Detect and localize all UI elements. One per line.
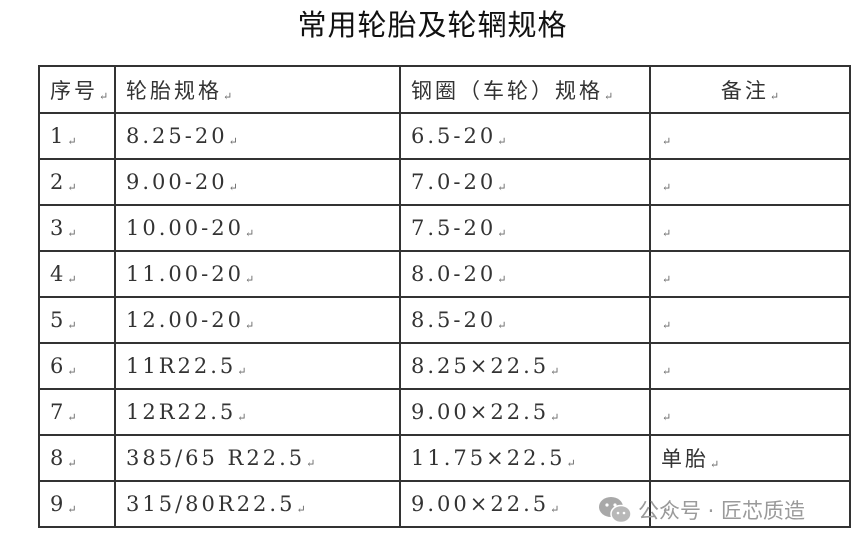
remarks-cell: [649, 204, 851, 252]
table-row: 18.25-206.5-20: [38, 112, 851, 160]
row-index-cell: 8: [38, 434, 116, 482]
tire-spec-cell: 315/80R22.5: [114, 480, 401, 528]
remarks-cell: [649, 158, 851, 206]
header-tire-spec: 轮胎规格: [114, 65, 401, 114]
rim-spec-cell: 8.5-20: [399, 296, 651, 344]
remarks-cell: [649, 250, 851, 298]
tire-spec-cell: 11.00-20: [114, 250, 401, 298]
row-index-cell: 1: [38, 112, 116, 160]
tire-rim-spec-table: 序号 轮胎规格 钢圈（车轮）规格 备注 18.25-206.5-2029.00-…: [38, 65, 851, 528]
table-row: 310.00-207.5-20: [38, 204, 851, 252]
watermark-text: 公众号 · 匠芯质造: [638, 499, 806, 523]
rim-spec-cell: 9.00×22.5: [399, 480, 651, 528]
document-title: 常用轮胎及轮辋规格: [297, 8, 568, 42]
rim-spec-cell: 11.75×22.5: [399, 434, 651, 482]
remarks-cell: [649, 342, 851, 390]
remarks-cell: [649, 112, 851, 160]
tire-spec-cell: 8.25-20: [114, 112, 401, 160]
remarks-cell: [649, 296, 851, 344]
wechat-icon: [598, 496, 632, 524]
row-index-cell: 7: [38, 388, 116, 436]
header-rim-spec: 钢圈（车轮）规格: [399, 65, 651, 114]
row-index-cell: 4: [38, 250, 116, 298]
header-remarks: 备注: [649, 65, 851, 114]
tire-spec-cell: 11R22.5: [114, 342, 401, 390]
rim-spec-cell: 7.0-20: [399, 158, 651, 206]
rim-spec-cell: 7.5-20: [399, 204, 651, 252]
tire-spec-cell: 10.00-20: [114, 204, 401, 252]
rim-spec-cell: 6.5-20: [399, 112, 651, 160]
table-row: 9315/80R22.59.00×22.5: [38, 480, 851, 528]
table-row: 611R22.58.25×22.5: [38, 342, 851, 390]
table-row: 411.00-208.0-20: [38, 250, 851, 298]
remarks-cell: [649, 480, 851, 528]
row-index-cell: 3: [38, 204, 116, 252]
watermark: 公众号 · 匠芯质造: [598, 495, 805, 525]
table-row: 29.00-207.0-20: [38, 158, 851, 206]
row-index-cell: 9: [38, 480, 116, 528]
row-index-cell: 2: [38, 158, 116, 206]
header-index: 序号: [38, 65, 116, 114]
table-row: 712R22.59.00×22.5: [38, 388, 851, 436]
tire-spec-cell: 12.00-20: [114, 296, 401, 344]
table-row: 512.00-208.5-20: [38, 296, 851, 344]
tire-spec-cell: 12R22.5: [114, 388, 401, 436]
tire-spec-cell: 9.00-20: [114, 158, 401, 206]
rim-spec-cell: 9.00×22.5: [399, 388, 651, 436]
table-row: 8385/65 R22.511.75×22.5单胎: [38, 434, 851, 482]
tire-spec-cell: 385/65 R22.5: [114, 434, 401, 482]
remarks-cell: [649, 388, 851, 436]
rim-spec-cell: 8.0-20: [399, 250, 651, 298]
rim-spec-cell: 8.25×22.5: [399, 342, 651, 390]
row-index-cell: 5: [38, 296, 116, 344]
table-header-row: 序号 轮胎规格 钢圈（车轮）规格 备注: [38, 65, 851, 114]
row-index-cell: 6: [38, 342, 116, 390]
remarks-cell: 单胎: [649, 434, 851, 482]
